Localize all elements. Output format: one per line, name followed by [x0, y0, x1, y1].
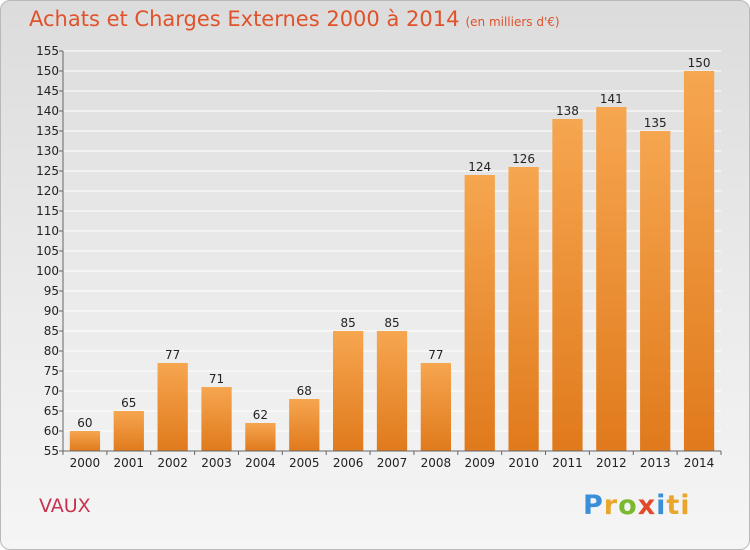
bar	[113, 411, 144, 451]
bar	[245, 423, 276, 451]
y-tick-label: 140	[36, 104, 59, 118]
x-tick-label: 2003	[201, 456, 232, 470]
chart-title-text: Achats et Charges Externes 2000 à 2014	[29, 7, 460, 31]
bar-value-label: 138	[556, 104, 579, 118]
y-tick-label: 80	[44, 344, 59, 358]
logo-letter: o	[618, 490, 638, 521]
x-tick-label: 2006	[333, 456, 364, 470]
y-tick-label: 155	[36, 44, 59, 58]
logo-letter: ti	[666, 490, 691, 521]
logo-letter: r	[603, 490, 619, 521]
x-tick-label: 2010	[508, 456, 539, 470]
bar-value-label: 77	[428, 348, 443, 362]
bar-value-label: 71	[209, 372, 224, 386]
bar	[464, 175, 495, 451]
bar-value-label: 150	[688, 56, 711, 70]
y-tick-label: 105	[36, 244, 59, 258]
x-tick-label: 2012	[596, 456, 627, 470]
x-tick-label: 2002	[157, 456, 188, 470]
bar-value-label: 68	[297, 384, 312, 398]
y-tick-label: 100	[36, 264, 59, 278]
y-tick-label: 125	[36, 164, 59, 178]
y-tick-label: 95	[44, 284, 59, 298]
y-tick-label: 145	[36, 84, 59, 98]
bar	[683, 71, 715, 451]
chart-title: Achats et Charges Externes 2000 à 2014 (e…	[29, 7, 560, 31]
logo-letter: P	[583, 490, 604, 521]
bar-value-label: 85	[384, 316, 399, 330]
bar-value-label: 85	[340, 316, 355, 330]
bar	[157, 363, 188, 451]
x-tick-label: 2000	[70, 456, 101, 470]
bar-value-label: 65	[121, 396, 136, 410]
y-tick-label: 55	[44, 444, 59, 458]
y-tick-label: 70	[44, 384, 59, 398]
x-tick-label: 2011	[552, 456, 583, 470]
x-tick-label: 2013	[640, 456, 671, 470]
bar-value-label: 62	[253, 408, 268, 422]
y-tick-label: 85	[44, 324, 59, 338]
logo-letter: i	[656, 490, 667, 521]
place-name: VAUX	[39, 495, 91, 517]
y-tick-label: 135	[36, 124, 59, 138]
proxiti-logo: Proxiti	[583, 490, 691, 521]
y-tick-label: 120	[36, 184, 59, 198]
y-tick-label: 65	[44, 404, 59, 418]
bar-value-label: 126	[512, 152, 535, 166]
x-tick-label: 2008	[421, 456, 452, 470]
x-tick-label: 2009	[464, 456, 495, 470]
bar	[552, 119, 583, 451]
bar-value-label: 77	[165, 348, 180, 362]
bar	[420, 363, 452, 451]
x-tick-label: 2007	[377, 456, 408, 470]
y-tick-label: 90	[44, 304, 59, 318]
y-tick-label: 60	[44, 424, 59, 438]
bar-value-label: 60	[77, 416, 92, 430]
axes: 55 60 65 70 75 80 85 90 95 100 105 110 115 120 125 130 1…	[36, 44, 722, 470]
bar	[596, 107, 627, 451]
bar	[376, 331, 408, 451]
bars: 60 65 77 71 62 68 85 85 77 124 126 138 141 135 150	[69, 56, 715, 451]
y-tick-label: 150	[36, 64, 59, 78]
bar-value-label: 124	[468, 160, 491, 174]
x-tick-label: 2001	[114, 456, 145, 470]
x-tick-label: 2004	[245, 456, 276, 470]
bar	[201, 387, 232, 451]
logo-letter: x	[637, 490, 657, 521]
chart-subtitle: (en milliers d'€)	[465, 15, 560, 29]
bar	[69, 431, 101, 451]
bar	[289, 399, 320, 451]
y-tick-label: 75	[44, 364, 59, 378]
bar	[332, 331, 364, 451]
bar-value-label: 141	[600, 92, 623, 106]
x-tick-label: 2014	[684, 456, 715, 470]
x-tick-label: 2005	[289, 456, 320, 470]
y-tick-label: 110	[36, 224, 59, 238]
bar	[508, 167, 539, 451]
y-tick-label: 130	[36, 144, 59, 158]
bar	[640, 131, 671, 451]
y-tick-label: 115	[36, 204, 59, 218]
bar-value-label: 135	[644, 116, 667, 130]
